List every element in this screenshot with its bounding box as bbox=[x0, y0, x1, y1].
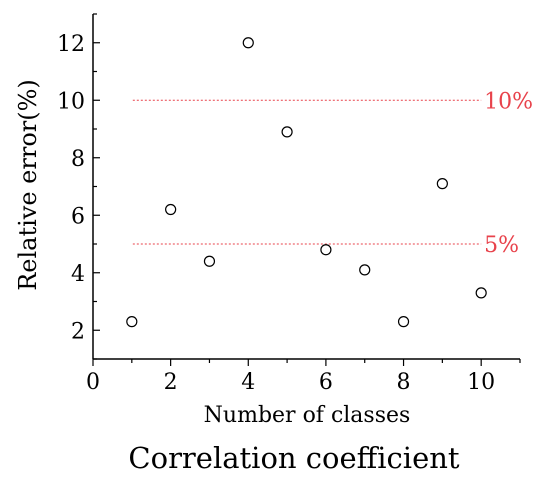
data-point bbox=[320, 244, 332, 256]
x-tick-label: 2 bbox=[164, 370, 178, 395]
reference-lines: 10% 5% bbox=[132, 89, 533, 258]
data-point bbox=[281, 126, 293, 138]
data-point bbox=[203, 255, 216, 267]
x-tick-label: 4 bbox=[241, 370, 255, 395]
chart-caption: Correlation coefficient bbox=[128, 441, 459, 475]
y-tick-label: 6 bbox=[71, 204, 85, 229]
data-point bbox=[165, 203, 177, 216]
y-tick-label: 8 bbox=[71, 147, 85, 172]
x-tick-label: 8 bbox=[397, 370, 411, 395]
data-point bbox=[397, 316, 410, 328]
data-point bbox=[475, 287, 487, 299]
x-axis-label: Number of classes bbox=[204, 403, 411, 428]
x-tick-label: 6 bbox=[319, 370, 333, 395]
reference-line-label: 10% bbox=[484, 89, 533, 114]
reference-line-label: 5% bbox=[484, 233, 519, 258]
y-tick-label: 2 bbox=[71, 319, 85, 344]
x-tick-label: 10 bbox=[467, 370, 495, 395]
y-tick-label: 4 bbox=[71, 262, 85, 287]
y-tick-label: 10 bbox=[57, 89, 85, 114]
data-point bbox=[436, 178, 448, 190]
data-point bbox=[126, 316, 138, 328]
y-tick-label: 12 bbox=[57, 32, 85, 57]
y-axis-label: Relative error(%) bbox=[14, 79, 42, 291]
data-points bbox=[126, 37, 487, 328]
data-point bbox=[359, 264, 371, 276]
data-point bbox=[242, 37, 254, 49]
x-tick-label: 0 bbox=[86, 370, 100, 395]
axes: 0 2 4 6 8 10 2 4 6 8 10 12 bbox=[57, 13, 521, 395]
